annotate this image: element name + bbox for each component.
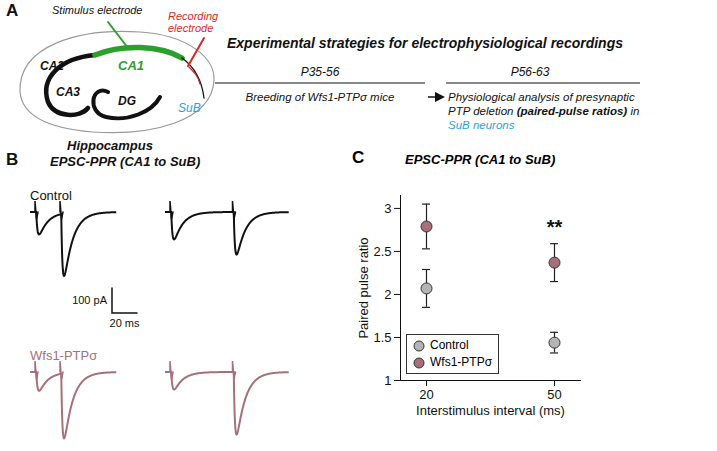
svg-text:Interstimulus interval (ms): Interstimulus interval (ms) bbox=[416, 403, 565, 418]
html-text:EPSC-PPR (CA1 to SuB): EPSC-PPR (CA1 to SuB) bbox=[405, 152, 556, 167]
svg-text:Breeding of Wfs1-PTPσ mice: Breeding of Wfs1-PTPσ mice bbox=[246, 91, 395, 103]
svg-text:SuB neurons: SuB neurons bbox=[448, 119, 515, 131]
svg-text:Recording: Recording bbox=[168, 10, 219, 22]
svg-text:50: 50 bbox=[547, 387, 561, 402]
svg-text:EPSC-PPR (CA1 to SuB): EPSC-PPR (CA1 to SuB) bbox=[50, 154, 200, 169]
svg-text:DG: DG bbox=[118, 94, 136, 108]
svg-text:Physiological analysis of pres: Physiological analysis of presynaptic bbox=[448, 91, 635, 103]
svg-text:2: 2 bbox=[384, 287, 391, 302]
svg-text:**: ** bbox=[547, 216, 563, 238]
svg-text:CA2: CA2 bbox=[40, 59, 64, 73]
svg-text:3: 3 bbox=[384, 201, 391, 216]
svg-text:P56-63: P56-63 bbox=[511, 65, 550, 79]
html-text:Wfs1-PTPσ: Wfs1-PTPσ bbox=[430, 355, 493, 369]
svg-text:CA3: CA3 bbox=[56, 85, 80, 99]
html-text:C: C bbox=[352, 148, 365, 167]
svg-text:A: A bbox=[6, 1, 18, 20]
svg-text:Experimental strategies for el: Experimental strategies for electrophysi… bbox=[227, 35, 623, 51]
svg-text:Stimulus electrode: Stimulus electrode bbox=[52, 4, 143, 16]
html-text:Control: Control bbox=[430, 338, 469, 352]
svg-text:1: 1 bbox=[384, 373, 391, 388]
svg-text:Hippocampus: Hippocampus bbox=[67, 138, 153, 153]
svg-text:20: 20 bbox=[419, 387, 433, 402]
svg-text:CA1: CA1 bbox=[118, 58, 144, 73]
svg-text:electrode: electrode bbox=[168, 22, 213, 34]
svg-text:Wfs1-PTPσ: Wfs1-PTPσ bbox=[30, 348, 97, 363]
svg-text:P35-56: P35-56 bbox=[301, 65, 340, 79]
svg-text:2.5: 2.5 bbox=[373, 244, 391, 259]
svg-text:1.5: 1.5 bbox=[373, 330, 391, 345]
svg-text:Paired pulse ratio: Paired pulse ratio bbox=[356, 237, 371, 338]
svg-text:SuB: SuB bbox=[178, 101, 201, 115]
svg-text:B: B bbox=[6, 150, 18, 169]
svg-text:20 ms: 20 ms bbox=[110, 317, 140, 329]
svg-text:Control: Control bbox=[30, 188, 72, 203]
svg-text:100 pA: 100 pA bbox=[72, 294, 108, 306]
svg-text:PTP deletion (paired-pulse rat: PTP deletion (paired-pulse ratios) in bbox=[448, 105, 639, 117]
